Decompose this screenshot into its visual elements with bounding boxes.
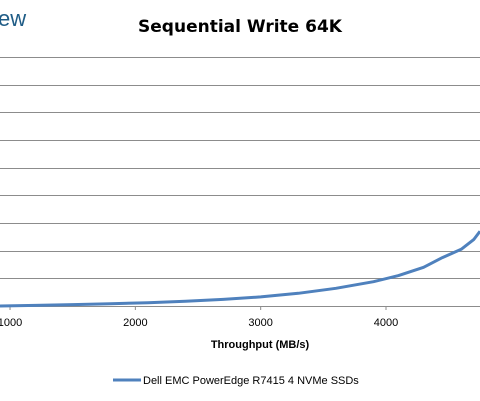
- series-line: [0, 230, 480, 308]
- brand-logo-text: ew: [0, 6, 27, 31]
- x-tick-label: 1000: [0, 317, 22, 329]
- gridlines: [0, 57, 480, 307]
- legend-label: Dell EMC PowerEdge R7415 4 NVMe SSDs: [143, 375, 359, 387]
- legend: Dell EMC PowerEdge R7415 4 NVMe SSDs: [113, 375, 359, 387]
- x-tick-label: 3000: [248, 317, 272, 329]
- x-tick-labels: 1000 2000 3000 4000: [0, 306, 398, 329]
- x-tick-label: 2000: [123, 317, 147, 329]
- series-lines: [0, 230, 480, 308]
- chart-title: Sequential Write 64K: [138, 17, 343, 37]
- x-tick-label: 4000: [374, 317, 398, 329]
- x-axis-label: Throughput (MB/s): [211, 339, 310, 351]
